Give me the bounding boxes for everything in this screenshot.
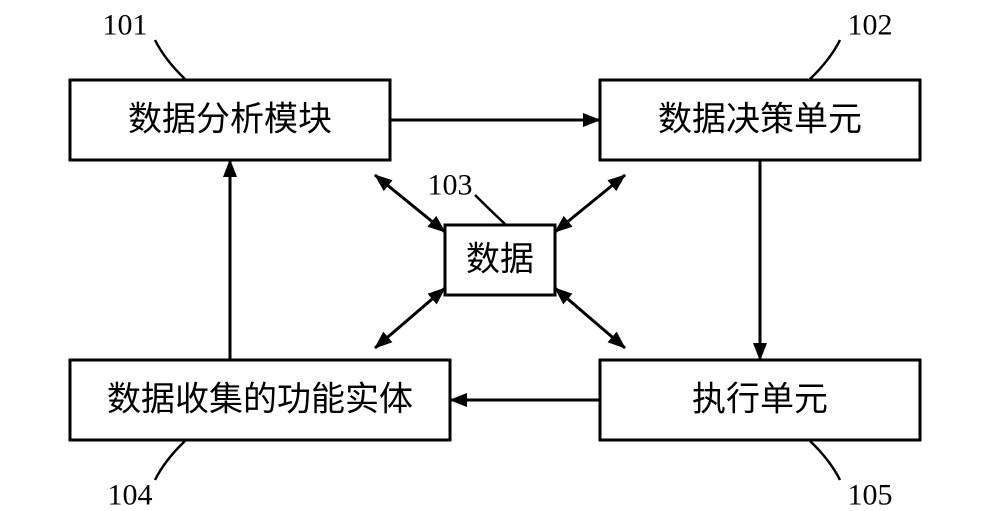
ref-r104: 104 bbox=[108, 441, 186, 511]
ref-r101: 101 bbox=[103, 9, 186, 80]
ref-label-r101: 101 bbox=[103, 9, 148, 42]
ref-r102: 102 bbox=[810, 9, 893, 80]
ref-r105: 105 bbox=[810, 441, 893, 511]
node-label-n105: 执行单元 bbox=[692, 381, 828, 419]
node-n102: 数据决策单元 bbox=[600, 80, 920, 160]
ref-label-r104: 104 bbox=[108, 479, 153, 511]
edge-n103-n104 bbox=[375, 288, 445, 348]
ref-leader-r102 bbox=[810, 40, 840, 79]
ref-leader-r104 bbox=[155, 441, 185, 480]
node-n101: 数据分析模块 bbox=[70, 80, 390, 160]
ref-label-r105: 105 bbox=[848, 479, 893, 511]
edge-n103-n102 bbox=[555, 175, 625, 232]
edge-n103-n105 bbox=[555, 288, 625, 348]
node-n103: 数据 bbox=[445, 225, 555, 295]
node-label-n103: 数据 bbox=[466, 241, 534, 279]
node-n105: 执行单元 bbox=[600, 360, 920, 440]
node-label-n101: 数据分析模块 bbox=[128, 101, 332, 139]
ref-leader-r105 bbox=[810, 441, 840, 480]
ref-leader-r103 bbox=[475, 195, 505, 224]
diagram-canvas: 数据分析模块 数据决策单元数据数据收集的功能实体 执行单元 101 102 103 104 1… bbox=[0, 0, 1000, 511]
ref-r103: 103 bbox=[428, 169, 506, 225]
node-n104: 数据收集的功能实体 bbox=[70, 360, 450, 440]
ref-label-r103: 103 bbox=[428, 169, 473, 202]
node-label-n104: 数据收集的功能实体 bbox=[107, 381, 413, 419]
node-label-n102: 数据决策单元 bbox=[658, 101, 862, 139]
ref-label-r102: 102 bbox=[848, 9, 893, 42]
ref-leader-r101 bbox=[155, 40, 185, 79]
